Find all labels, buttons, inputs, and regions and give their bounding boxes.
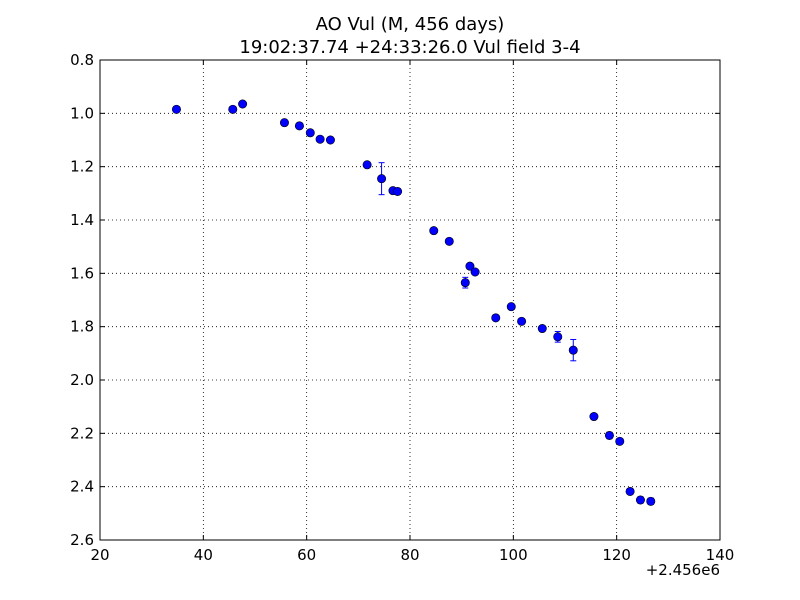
data-point: [568, 338, 578, 362]
data-point: [315, 134, 325, 144]
data-point: [325, 135, 335, 145]
data-marker: [604, 430, 614, 440]
y-tick-label: 2.0: [70, 371, 94, 389]
x-tick-label: 120: [602, 546, 631, 564]
data-marker: [228, 104, 238, 114]
data-point: [444, 236, 454, 246]
data-marker: [238, 99, 248, 109]
data-marker: [615, 436, 625, 446]
y-tick-label: 1.8: [70, 318, 94, 336]
data-point: [604, 430, 614, 440]
data-marker: [625, 486, 635, 496]
data-point: [294, 121, 304, 131]
x-tick-label: 80: [400, 546, 419, 564]
y-tick-label: 0.8: [70, 51, 94, 69]
data-point: [625, 486, 635, 496]
data-point: [491, 313, 501, 323]
data-marker: [279, 118, 289, 128]
x-tick-label: 60: [297, 546, 316, 564]
data-point: [506, 302, 516, 312]
data-marker: [444, 236, 454, 246]
data-point: [646, 496, 656, 506]
data-point: [393, 186, 403, 196]
data-point: [171, 104, 181, 114]
chart-subtitle: 19:02:37.74 +24:33:26.0 Vul field 3-4: [239, 37, 580, 58]
data-marker: [491, 313, 501, 323]
data-marker: [305, 128, 315, 138]
data-point: [635, 495, 645, 505]
data-point: [615, 436, 625, 446]
data-point: [470, 267, 480, 277]
data-marker: [553, 332, 563, 342]
data-marker: [294, 121, 304, 131]
y-tick-label: 1.4: [70, 211, 94, 229]
y-tick-label: 1.6: [70, 264, 94, 282]
data-marker: [646, 496, 656, 506]
data-point: [305, 128, 315, 138]
data-point: [228, 104, 238, 114]
data-marker: [393, 186, 403, 196]
x-tick-label: 20: [90, 546, 109, 564]
data-marker: [460, 278, 470, 288]
x-tick-label: 140: [706, 546, 735, 564]
data-point: [589, 412, 599, 422]
data-marker: [537, 324, 547, 334]
x-tick-label: 40: [194, 546, 213, 564]
chart-title: AO Vul (M, 456 days): [316, 14, 505, 35]
data-marker: [362, 160, 372, 170]
data-point: [238, 99, 248, 109]
data-point: [362, 160, 372, 170]
data-marker: [325, 135, 335, 145]
data-marker: [589, 412, 599, 422]
data-marker: [377, 174, 387, 184]
data-point: [553, 330, 563, 343]
data-marker: [517, 316, 527, 326]
data-marker: [470, 267, 480, 277]
y-tick-label: 2.4: [70, 478, 94, 496]
grid: [100, 60, 720, 540]
y-tick-label: 2.6: [70, 531, 94, 549]
axis-ticks: 20 40 60 80 100 120 140 0.8 1.0 1.2 1.4 1.6 1.8 2.0 2.…: [70, 51, 734, 564]
data-marker: [315, 134, 325, 144]
data-point: [465, 261, 475, 271]
y-tick-label: 1.2: [70, 158, 94, 176]
data-point: [429, 226, 439, 236]
data-point: [377, 162, 387, 196]
data-points: [171, 99, 656, 506]
data-point: [537, 324, 547, 334]
data-point: [460, 276, 470, 289]
data-marker: [635, 495, 645, 505]
data-marker: [506, 302, 516, 312]
y-tick-label: 1.0: [70, 104, 94, 122]
data-marker: [465, 261, 475, 271]
data-marker: [568, 345, 578, 355]
x-tick-label: 100: [499, 546, 528, 564]
data-point: [279, 118, 289, 128]
data-marker: [171, 104, 181, 114]
x-offset-label: +2.456e6: [646, 561, 720, 579]
data-point: [517, 316, 527, 326]
y-tick-label: 2.2: [70, 424, 94, 442]
data-marker: [429, 226, 439, 236]
